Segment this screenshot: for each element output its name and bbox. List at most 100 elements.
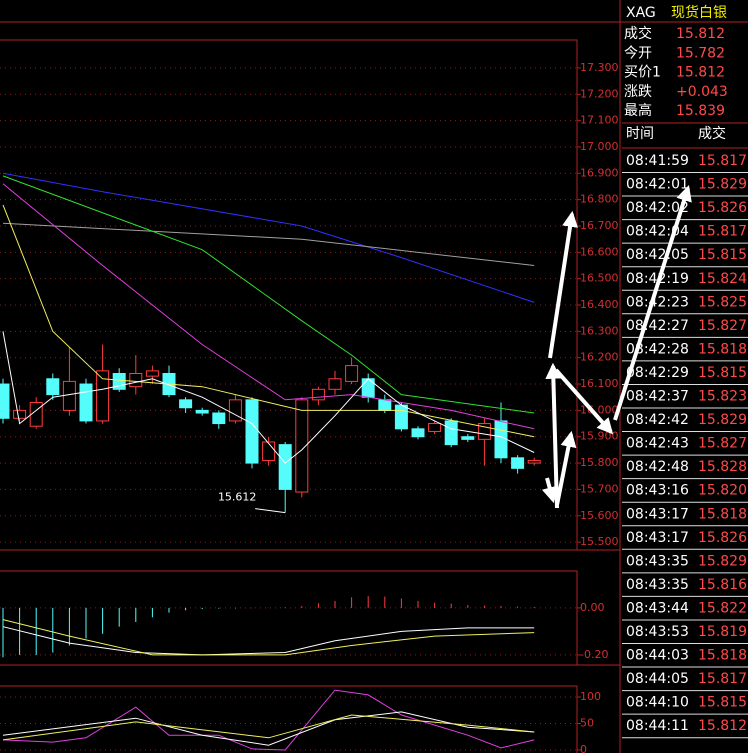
trade-price: 15.817	[698, 671, 747, 687]
quote-label: 涨跌	[624, 84, 652, 100]
arrow	[613, 184, 692, 421]
trade-price: 15.815	[698, 695, 747, 711]
trade-time: 08:43:44	[626, 600, 689, 616]
indicator-line	[2, 689, 535, 751]
y-tick-label: 50	[580, 717, 594, 730]
trades-header: 时间	[626, 126, 654, 142]
trade-price: 15.812	[698, 718, 747, 734]
y-tick-label: 15.600	[580, 509, 619, 522]
candle-body	[212, 412, 226, 425]
trade-price: 15.827	[698, 436, 747, 452]
quote-value: 15.812	[676, 26, 725, 42]
arrow	[554, 368, 614, 435]
candle-body	[494, 420, 508, 459]
y-tick-label: 16.300	[580, 324, 619, 337]
y-tick-label: 16.200	[580, 351, 619, 364]
indicator-line	[2, 626, 535, 656]
y-tick-label: 16.400	[580, 298, 619, 311]
trade-time: 08:42:04	[626, 224, 689, 240]
y-tick-label: 16.700	[580, 219, 619, 232]
trade-time: 08:41:59	[626, 153, 689, 169]
arrow	[541, 477, 558, 504]
trade-time: 08:42:27	[626, 318, 689, 334]
candle-body	[46, 378, 60, 396]
trade-price: 15.822	[698, 600, 747, 616]
trade-time: 08:43:53	[626, 624, 689, 640]
trade-price: 15.817	[698, 153, 747, 169]
quote-label: 成交	[624, 25, 652, 42]
trade-price: 15.829	[698, 412, 747, 428]
trade-time: 08:42:05	[626, 247, 689, 263]
trade-price: 15.816	[698, 577, 747, 593]
candle-body	[145, 370, 159, 377]
trade-price: 15.825	[698, 294, 747, 310]
candle-body	[411, 428, 425, 438]
quote-value: +0.043	[676, 84, 728, 100]
indicator-line	[2, 714, 535, 741]
trade-time: 08:42:29	[626, 365, 689, 381]
y-tick-label: 16.100	[580, 377, 619, 390]
y-tick-label: -0.20	[580, 648, 608, 661]
indicator-line	[2, 619, 535, 656]
candle-body	[195, 409, 209, 414]
trade-time: 08:42:43	[626, 436, 689, 452]
trade-price: 15.815	[698, 247, 747, 263]
symbol: XAG	[626, 5, 656, 21]
y-tick-label: 16.600	[580, 245, 619, 258]
trade-price: 15.820	[698, 483, 747, 499]
indicator-line	[2, 172, 535, 303]
candle-body	[461, 436, 475, 440]
trade-price: 15.818	[698, 506, 747, 522]
arrows	[541, 184, 692, 509]
trade-time: 08:43:17	[626, 530, 689, 546]
trade-price: 15.826	[698, 200, 747, 216]
trade-price: 15.817	[698, 224, 747, 240]
candle-body	[444, 420, 458, 446]
trade-time: 08:43:35	[626, 577, 689, 593]
trade-price: 15.829	[698, 177, 747, 193]
y-tick-label: 16.500	[580, 272, 619, 285]
trade-time: 08:42:28	[626, 341, 689, 357]
trade-price: 15.824	[698, 271, 747, 287]
low-label: 15.612	[218, 491, 257, 504]
trade-time: 08:44:11	[626, 718, 689, 734]
candle-body	[262, 441, 276, 461]
quote-label: 买价1	[624, 65, 661, 81]
arrow	[545, 362, 562, 509]
trade-price: 15.828	[698, 459, 747, 475]
candle-body	[228, 399, 242, 422]
y-tick-label: 15.900	[580, 430, 619, 443]
instrument-name: 现货白银	[671, 4, 727, 21]
trade-price: 15.819	[698, 624, 747, 640]
candle-body	[328, 378, 342, 390]
trade-time: 08:42:37	[626, 389, 689, 405]
quote-value: 15.812	[676, 65, 725, 81]
candle-body	[428, 423, 442, 432]
trade-time: 08:43:35	[626, 553, 689, 569]
candle-body	[278, 444, 292, 490]
candle-body	[345, 365, 359, 382]
candle-body	[62, 380, 76, 411]
quote-label: 最高	[624, 102, 652, 119]
candle-body	[179, 399, 193, 409]
indicator-line	[2, 204, 535, 438]
leader-line	[255, 508, 286, 514]
trade-time: 08:44:10	[626, 695, 689, 711]
y-tick-label: 15.800	[580, 456, 619, 469]
y-tick-label: 0.00	[580, 601, 605, 614]
trade-time: 08:43:17	[626, 506, 689, 522]
trade-price: 15.829	[698, 553, 747, 569]
candle-body	[394, 404, 408, 430]
y-tick-label: 100	[580, 690, 601, 703]
arrow	[555, 430, 577, 506]
trade-price: 15.818	[698, 341, 747, 357]
trade-price: 15.823	[698, 389, 747, 405]
candle-body	[13, 409, 27, 419]
quote-value: 15.782	[676, 45, 725, 61]
trade-price: 15.818	[698, 648, 747, 664]
trades-header: 成交	[698, 125, 726, 142]
candle-body	[129, 373, 143, 388]
candle-body	[79, 383, 93, 422]
trade-time: 08:44:03	[626, 648, 689, 664]
